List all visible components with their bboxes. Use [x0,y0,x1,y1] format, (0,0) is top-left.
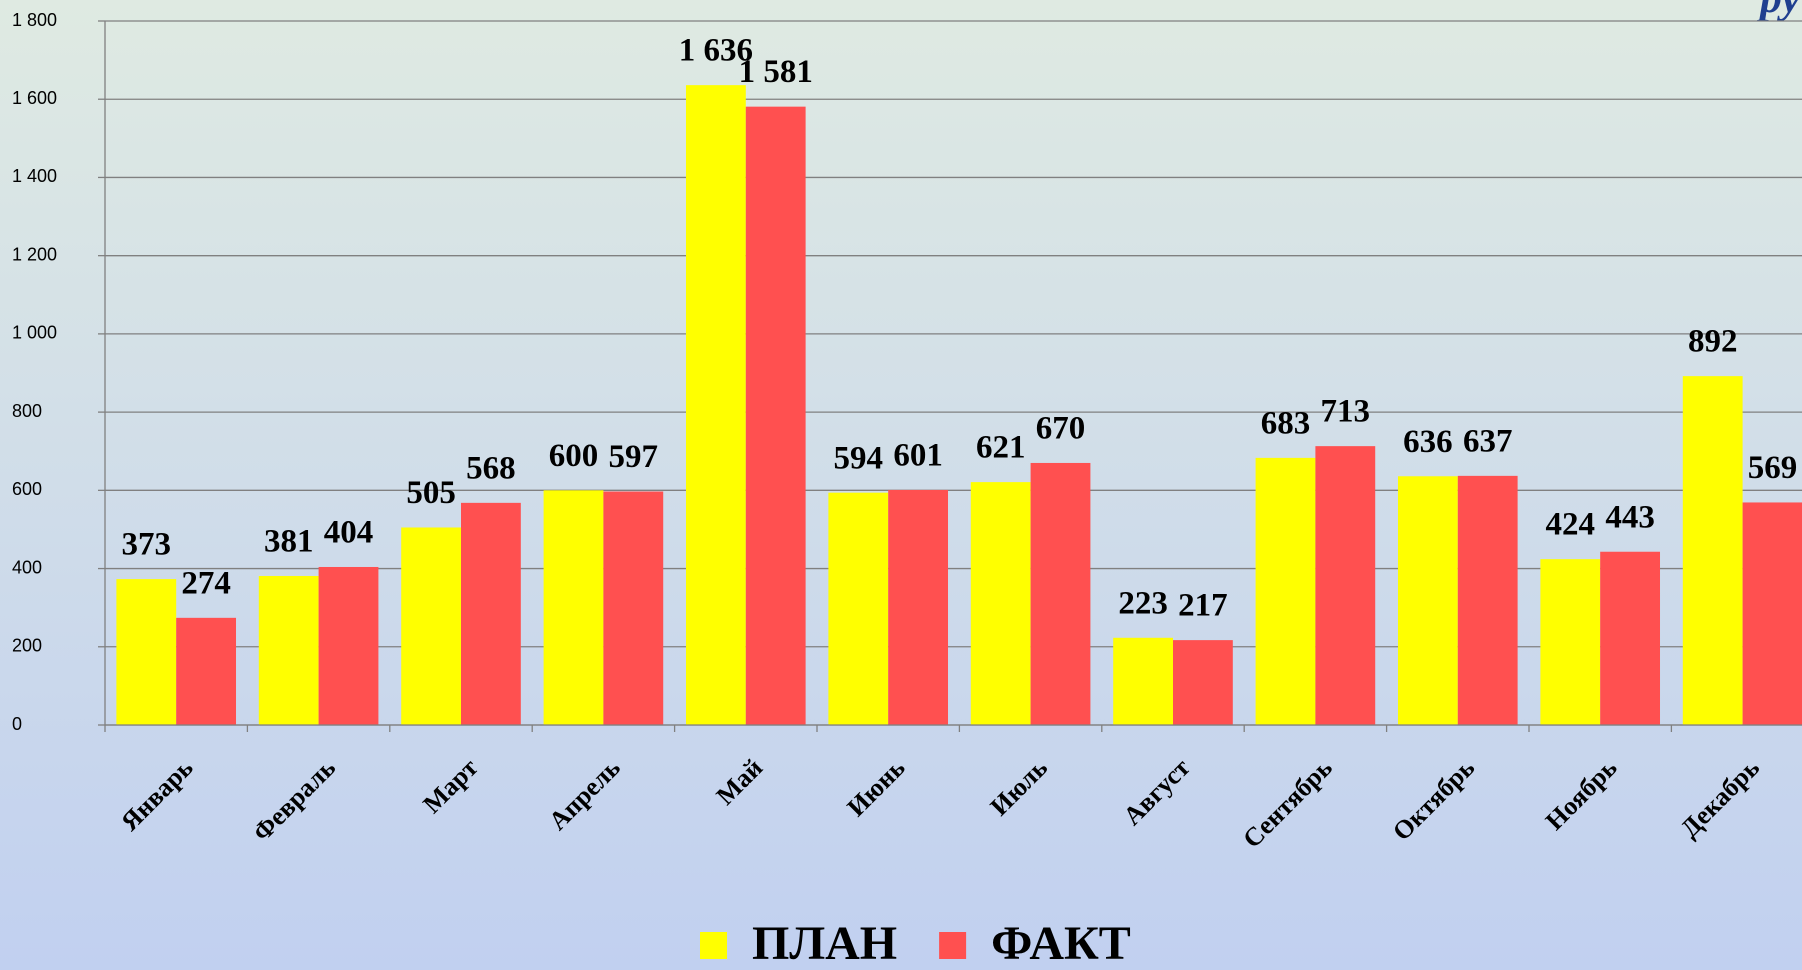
data-label: 381 [264,524,314,560]
data-label: 373 [122,527,172,563]
data-label: 404 [324,515,374,551]
data-label: 505 [406,475,456,511]
y-tick-label: 1 200 [12,244,57,264]
y-tick-label: 1 000 [12,323,57,343]
bar [603,491,664,725]
data-label: 594 [834,440,884,476]
bar [176,617,237,725]
data-label: 217 [1178,588,1228,624]
data-label: 1 636 [679,33,753,69]
bar [1742,502,1802,725]
data-label: 713 [1321,394,1371,430]
data-label: 569 [1748,450,1798,486]
data-label: 892 [1688,324,1738,360]
bar [888,489,949,725]
bar [970,482,1031,725]
data-label: 601 [893,438,943,474]
legend-swatch [700,932,727,959]
bar [1397,476,1458,725]
y-tick-label: 1 600 [12,88,57,108]
bar [1173,640,1233,725]
y-tick-label: 600 [12,479,42,499]
data-label: 636 [1403,424,1453,460]
legend-label: ФАКТ [991,917,1131,970]
bar [685,85,746,726]
bar [1540,559,1601,725]
data-label: 274 [181,565,231,601]
data-label: 443 [1605,499,1655,535]
y-tick-label: 0 [12,714,22,734]
y-tick-label: 400 [12,557,42,577]
units-label: ру [1756,0,1801,22]
bar [116,579,177,725]
data-label: 683 [1261,405,1311,441]
data-label: 621 [976,430,1026,466]
data-label: 670 [1036,411,1086,447]
bar [543,490,604,725]
bar [1255,457,1316,725]
bar [1600,551,1661,725]
data-label: 637 [1463,423,1513,459]
bar [1315,446,1376,725]
y-tick-label: 1 800 [12,10,57,30]
data-label: 568 [466,450,516,486]
bar [401,527,461,725]
data-label: 597 [609,439,659,475]
bar [828,492,889,725]
bar [1457,475,1518,725]
bar [1030,462,1091,725]
bar [1113,637,1173,725]
data-label: 223 [1118,585,1168,621]
y-tick-label: 1 400 [12,166,57,186]
bar [745,106,806,726]
bar [1682,376,1743,725]
data-label: 600 [549,438,599,474]
legend-swatch [939,932,967,959]
bar [258,575,319,725]
y-tick-label: 200 [12,636,42,656]
bar [461,502,521,725]
data-label: 424 [1546,507,1596,543]
legend-label: ПЛАН [752,917,897,970]
bar [318,566,379,725]
y-tick-label: 800 [12,401,42,421]
data-label: 1 581 [739,54,813,90]
